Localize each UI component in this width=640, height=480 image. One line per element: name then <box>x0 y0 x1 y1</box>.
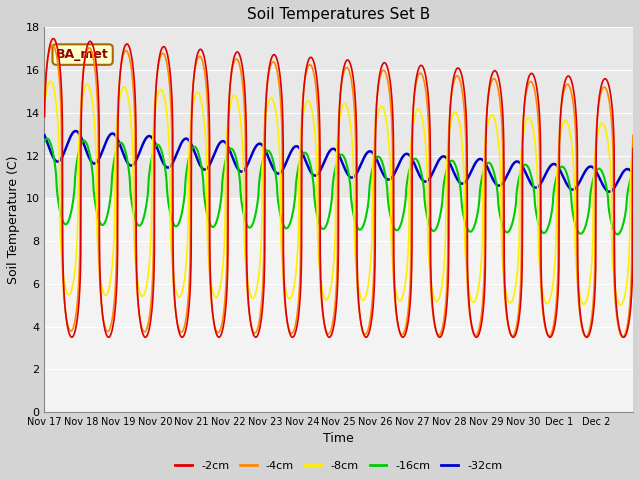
X-axis label: Time: Time <box>323 432 354 445</box>
Legend: -2cm, -4cm, -8cm, -16cm, -32cm: -2cm, -4cm, -8cm, -16cm, -32cm <box>171 457 507 476</box>
Y-axis label: Soil Temperature (C): Soil Temperature (C) <box>7 156 20 284</box>
Bar <box>45 284 633 326</box>
Bar <box>45 241 633 284</box>
Bar <box>45 326 633 369</box>
Bar <box>45 369 633 412</box>
Text: BA_met: BA_met <box>56 48 109 61</box>
Bar <box>45 198 633 241</box>
Title: Soil Temperatures Set B: Soil Temperatures Set B <box>247 7 430 22</box>
